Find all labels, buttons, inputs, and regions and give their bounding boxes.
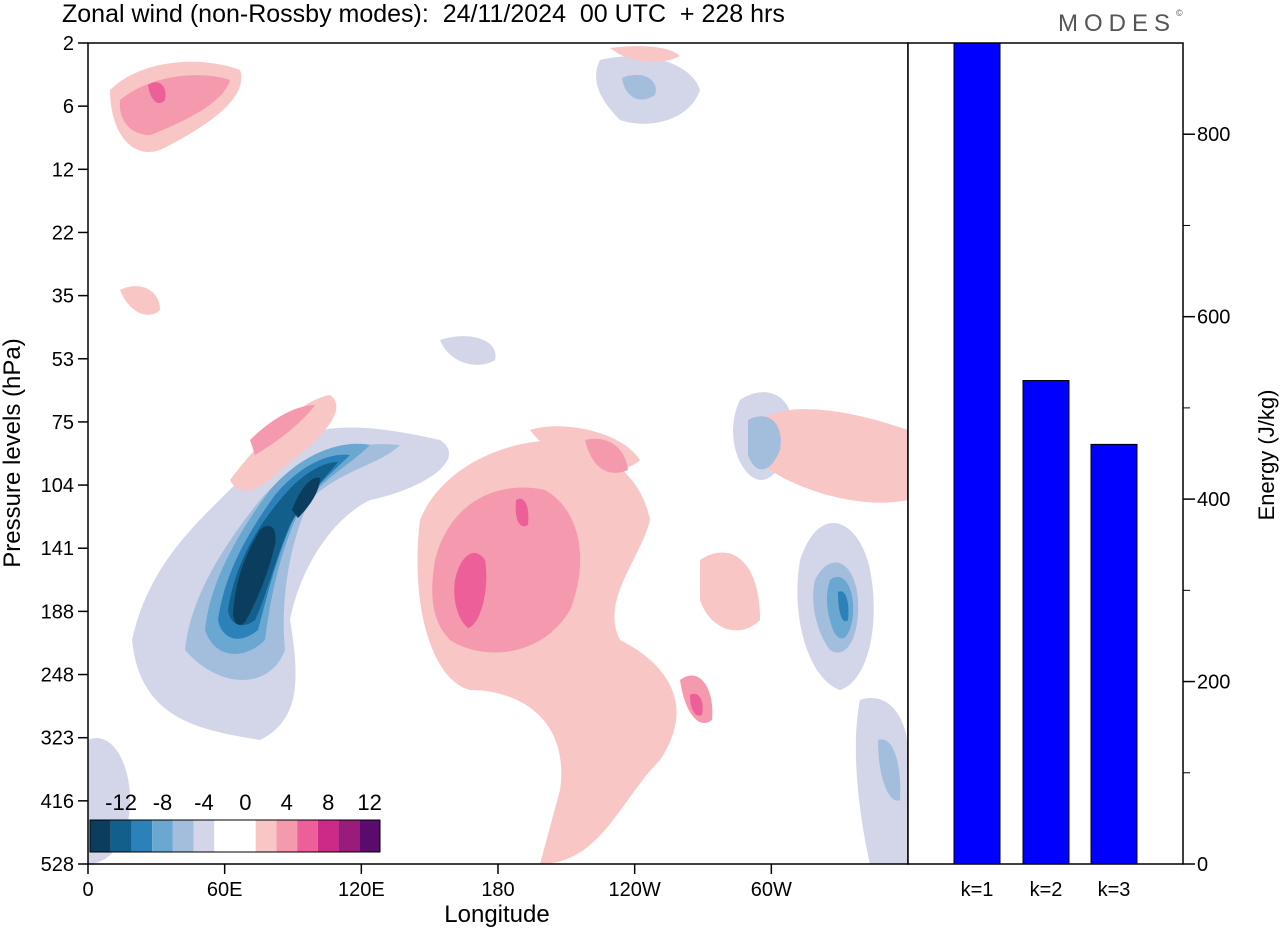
y-tick-label: 53 [52, 349, 74, 371]
colorbar-swatch [193, 820, 215, 852]
bar-y-axis-label: Energy (J/kg) [1254, 390, 1279, 521]
x-tick-label: 60W [751, 879, 792, 901]
bar-x-axis: k=1 k=2 k=3 [961, 879, 1131, 901]
bar-panel: k=1 k=2 k=3 0 200 400 600 800 Energy (J/kg) [907, 42, 1279, 901]
x-tick-label: 180 [481, 879, 514, 901]
colorbar-label: 12 [357, 790, 381, 815]
brand-mark: © [1176, 8, 1183, 18]
bar-category-label: k=3 [1098, 879, 1131, 901]
y-tick-label: 188 [41, 601, 74, 623]
bar-k1 [953, 42, 1001, 865]
chart-title: Zonal wind (non-Rossby modes): 24/11/202… [62, 0, 785, 28]
colorbar-labels: -12 -8 -4 0 4 8 12 [105, 790, 382, 815]
contour-pos-4-region-f [700, 552, 760, 631]
x-tick-label: 120W [609, 879, 661, 901]
bar-y-axis: 0 200 400 600 800 [1183, 124, 1230, 876]
colorbar-swatch [276, 820, 298, 852]
brand-name: MODES [1058, 10, 1177, 37]
colorbar-label: -12 [105, 790, 137, 815]
bar-k3 [1090, 443, 1138, 865]
y-tick-label: 104 [41, 475, 74, 497]
contour-neg-12-region-e [292, 477, 320, 518]
contour-pos-4-region-h [120, 286, 160, 315]
colorbar-label: -4 [194, 790, 214, 815]
colorbar-swatch [338, 820, 360, 852]
contour-pos-8-region-e [585, 438, 628, 473]
bar-series [953, 42, 1138, 865]
colorbar-swatch [359, 820, 380, 852]
bar-y-tick-label: 400 [1197, 489, 1230, 511]
contour-pos-8-region-b [119, 75, 230, 135]
y-tick-label: 141 [41, 538, 74, 560]
y-tick-label: 12 [52, 159, 74, 181]
contour-pos-12-region-a [454, 552, 487, 628]
y-axis: 2 6 12 22 35 53 75 104 141 188 248 323 416 528 [41, 33, 88, 876]
contour-neg-4-region-e [855, 698, 908, 864]
y-tick-label: 75 [52, 412, 74, 434]
y-tick-label: 416 [41, 791, 74, 813]
colorbar-label: -8 [153, 790, 173, 815]
contour-neg-12-region-g [838, 591, 849, 622]
bar-k2 [1022, 380, 1070, 865]
contour-neg-4-region-g [440, 336, 496, 365]
colorbar-swatch [152, 820, 173, 852]
y-axis-label: Pressure levels (hPa) [0, 338, 26, 567]
y-tick-label: 6 [63, 96, 74, 118]
colorbar [89, 819, 381, 853]
colorbar-frame [89, 819, 381, 853]
x-tick-label: 120E [338, 879, 385, 901]
contour-neg-8-region-e [878, 739, 901, 801]
x-axis-label: Longitude [444, 901, 549, 928]
colorbar-swatch [90, 820, 111, 852]
colorbar-swatch [297, 820, 318, 852]
bar-y-tick-label: 800 [1197, 124, 1230, 146]
contour-pos-12-region-d [690, 693, 703, 716]
bar-category-label: k=1 [961, 879, 994, 901]
y-tick-label: 35 [52, 286, 74, 308]
x-tick-label: 0 [82, 879, 93, 901]
contour-neg-8-region-c [748, 416, 781, 470]
contour-neg-8-region-d [622, 74, 656, 100]
bar-category-label: k=2 [1030, 879, 1063, 901]
bar-y-tick-label: 600 [1197, 307, 1230, 329]
bar-frame [907, 42, 1184, 865]
x-tick-label: 60E [207, 879, 243, 901]
y-tick-label: 323 [41, 728, 74, 750]
contour-pos-4-region-c [230, 395, 337, 491]
colorbar-label: 0 [239, 790, 251, 815]
y-tick-label: 2 [63, 33, 74, 55]
contour-neg-12-region-d [233, 525, 276, 625]
contour-pos-12-region-c [515, 498, 529, 527]
colorbar-swatch [172, 820, 194, 852]
bar-y-tick-label: 200 [1197, 672, 1230, 694]
brand-logo: MODES© [1058, 8, 1183, 38]
colorbar-swatch [214, 820, 235, 852]
colorbar-swatch [235, 820, 256, 852]
y-tick-label: 22 [52, 222, 74, 244]
contour-pos-12-region-b [148, 82, 166, 104]
colorbar-swatch [317, 820, 339, 852]
colorbar-swatch [255, 820, 277, 852]
colorbar-label: 8 [322, 790, 334, 815]
contour-pos-4-region-e [754, 409, 908, 503]
colorbar-swatch [131, 820, 153, 852]
contour-pos-8-region-c [250, 405, 315, 455]
colorbar-label: 4 [281, 790, 293, 815]
contour-pos-4-region-g [610, 46, 680, 63]
x-axis: 0 60E 120E 180 120W 60W [82, 864, 792, 901]
bar-y-tick-label: 0 [1197, 854, 1208, 876]
heatmap-panel: 0 60E 120E 180 120W 60W 2 6 12 22 35 53 75 104 141 188… [0, 33, 909, 928]
colorbar-swatch [110, 820, 132, 852]
heatmap-field [88, 46, 908, 864]
y-tick-label: 528 [41, 854, 74, 876]
y-tick-label: 248 [41, 665, 74, 687]
